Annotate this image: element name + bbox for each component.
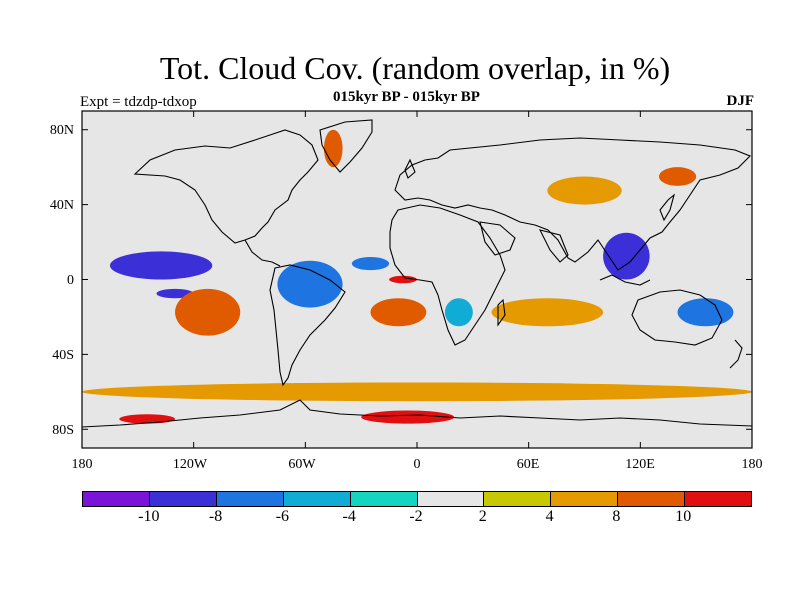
anomaly-region (370, 298, 427, 327)
lon-label-60w: 60W (288, 457, 316, 472)
colorbar-label: 10 (675, 508, 692, 525)
colorbar-segment (216, 492, 284, 506)
coastlines (82, 119, 752, 428)
lat-label-40n: 40N (49, 198, 74, 213)
lon-label-0: 0 (413, 457, 421, 472)
colorbar-label: 4 (545, 508, 554, 525)
colorbar-segment (350, 492, 418, 506)
anomaly-region (156, 288, 194, 299)
colorbar-segment (149, 492, 217, 506)
lon-label-180w: 180 (71, 457, 93, 472)
chart-subtitle: 015kyr BP - 015kyr BP (333, 89, 480, 105)
anomaly-region (109, 251, 213, 280)
colorbar-label: -2 (409, 508, 423, 525)
anomaly-region (491, 298, 604, 327)
tick-marks (81, 111, 753, 448)
anomaly-region (603, 232, 650, 280)
colorbar-label: -8 (208, 508, 223, 525)
anomaly-region (119, 414, 176, 424)
experiment-label: Expt = tdzdp-tdxop (80, 94, 197, 110)
lat-label-80s: 80S (52, 423, 74, 438)
anomaly-region (444, 298, 473, 327)
anomaly-region (389, 275, 417, 284)
colorbar-label: -4 (342, 508, 356, 525)
colorbar-label: 2 (478, 508, 487, 525)
colorbar-segment (283, 492, 351, 506)
anomaly-field (82, 129, 752, 424)
anomaly-region (351, 257, 390, 271)
colorbar-segment (685, 492, 752, 506)
anomaly-region (323, 129, 343, 168)
anomaly-region (677, 298, 734, 327)
lon-label-60e: 60E (516, 457, 540, 472)
lon-label-120e: 120E (625, 457, 655, 472)
lat-label-40s: 40S (52, 348, 74, 363)
colorbar-label: -10 (138, 508, 160, 525)
colorbar-segment (551, 492, 619, 506)
lat-label-0: 0 (67, 273, 74, 288)
anomaly-region (277, 260, 343, 308)
lat-label-80n: 80N (49, 123, 74, 138)
lon-label-180e: 180 (741, 457, 763, 472)
anomaly-region (361, 410, 455, 424)
colorbar-segment (618, 492, 686, 506)
colorbar-label: 8 (612, 508, 621, 525)
colorbar-segment (484, 492, 552, 506)
colorbar-segment (83, 492, 150, 506)
anomaly-region (547, 176, 622, 205)
colorbar (82, 491, 752, 507)
colorbar-segment (417, 492, 485, 506)
anomaly-region (658, 167, 697, 186)
anomaly-region (82, 382, 752, 402)
lon-label-120w: 120W (172, 457, 208, 472)
colorbar-label: -6 (275, 508, 290, 525)
season-label: DJF (726, 93, 755, 109)
chart-title: Tot. Cloud Cov. (random overlap, in %) (159, 50, 671, 86)
anomaly-region (175, 288, 241, 336)
